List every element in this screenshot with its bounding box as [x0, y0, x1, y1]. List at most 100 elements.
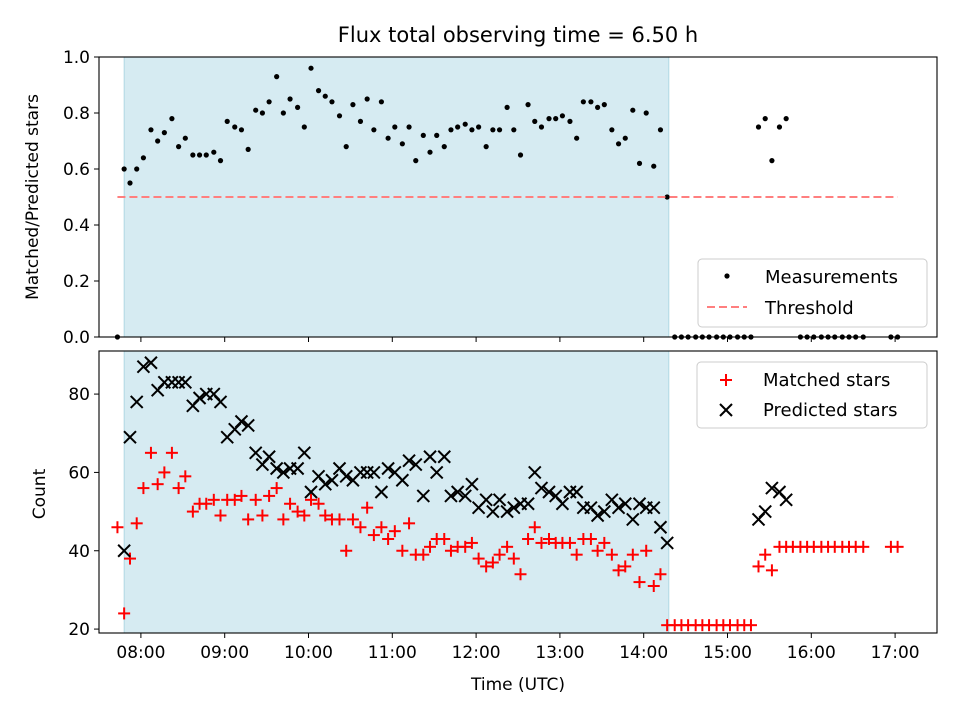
y-tick-label: 60: [68, 463, 90, 483]
predicted-stars-point: [647, 500, 661, 515]
measurements-point: [511, 127, 517, 133]
predicted-stars-point: [500, 504, 514, 519]
matched-stars-point: [242, 513, 255, 526]
measurements-point: [588, 99, 594, 105]
measurements-point: [322, 93, 328, 99]
measurements-point: [392, 124, 398, 130]
bottom-data-marks: [111, 356, 904, 632]
predicted-stars-point: [192, 391, 207, 405]
measurements-point: [538, 124, 545, 130]
matched-stars-point: [501, 540, 514, 553]
matched-stars-point: [144, 446, 157, 459]
matched-stars-point: [403, 517, 416, 530]
measurements-point: [559, 113, 566, 119]
predicted-stars-point: [402, 453, 416, 468]
x-axis-label: Time (UTC): [470, 675, 565, 695]
matched-stars-point: [598, 536, 611, 549]
matched-stars-point: [346, 513, 359, 526]
legend-measurements-label: Measurements: [765, 267, 898, 288]
y-tick-label: 0.8: [63, 104, 90, 124]
matched-stars-point: [647, 580, 660, 592]
predicted-stars-point: [374, 485, 389, 499]
matched-stars-point: [367, 529, 380, 542]
measurements-point: [329, 99, 335, 105]
measurements-point: [155, 138, 161, 144]
measurements-point: [601, 102, 607, 108]
matched-stars-point: [752, 560, 765, 573]
matched-stars-point: [200, 497, 213, 510]
x-tick-label: 11:00: [368, 643, 417, 663]
measurements-point: [140, 155, 147, 161]
predicted-stars-point: [130, 395, 144, 409]
top-legend: Measurements Threshold: [697, 258, 928, 328]
matched-stars-point: [312, 497, 325, 510]
matched-stars-point: [480, 560, 493, 573]
measurements-point: [441, 144, 447, 150]
predicted-stars-point: [117, 544, 131, 558]
x-tick-label: 15:00: [703, 643, 752, 663]
predicted-stars-point: [262, 450, 276, 464]
predicted-stars-point: [409, 457, 423, 472]
measurements-point: [413, 158, 419, 164]
matched-stars-point: [744, 619, 757, 632]
y-tick-label: 0.2: [63, 272, 90, 292]
legend-predicted-marker: [719, 403, 733, 417]
matched-stars-point: [172, 482, 185, 495]
measurements-point: [622, 135, 628, 141]
predicted-stars-point: [367, 465, 381, 480]
bottom-legend-box: [696, 361, 928, 429]
measurements-point: [517, 152, 524, 158]
predicted-stars-point: [465, 477, 479, 491]
measurements-point: [762, 116, 768, 122]
bottom-axis-ticks: 08:00 09:00 10:00 11:00 12:00 13:00 14:00 15:00…: [68, 385, 919, 663]
measurements-point: [274, 74, 280, 80]
matched-stars-point: [228, 493, 241, 506]
measurements-point: [651, 163, 657, 169]
matched-stars-point: [151, 478, 164, 491]
matched-stars-point: [124, 552, 137, 565]
y-tick-label: 0.4: [63, 216, 90, 236]
measurements-point: [336, 113, 343, 119]
predicted-stars-point: [758, 504, 772, 519]
measurements-point: [525, 102, 531, 108]
matched-stars-point: [535, 536, 548, 549]
x-tick-label: 13:00: [535, 643, 584, 663]
legend-threshold-label: Threshold: [764, 298, 854, 319]
measurements-point: [232, 124, 238, 130]
matched-stars-point: [891, 540, 904, 553]
matched-stars-point: [605, 548, 618, 561]
predicted-stars-point: [269, 461, 284, 476]
matched-stars-point: [235, 489, 248, 502]
top-axis-ticks: 0.0 0.2 0.4 0.6 0.8 1.0: [63, 48, 896, 348]
predicted-stars-point: [276, 465, 291, 480]
predicted-stars-point: [611, 500, 626, 515]
measurements-point: [434, 132, 440, 138]
measurements-point: [161, 130, 167, 136]
predicted-stars-point: [779, 493, 793, 507]
chart-title: Flux total observing time = 6.50 h: [338, 23, 698, 47]
legend-matched-marker: [720, 374, 732, 386]
predicted-stars-point: [618, 497, 632, 511]
measurements-point: [266, 99, 272, 105]
matched-stars-point: [270, 482, 283, 495]
matched-stars-point: [759, 548, 772, 561]
measurements-point: [357, 118, 364, 124]
predicted-stars-point: [555, 497, 570, 511]
top-panel: 0.0 0.2 0.4 0.6 0.8 1.0 Flux total observing …: [23, 23, 938, 348]
measurements-point: [755, 124, 762, 130]
y-tick-label: 0.0: [63, 328, 90, 348]
measurements-point: [483, 144, 489, 150]
measurements-point: [399, 141, 405, 147]
measurements-point: [580, 99, 586, 105]
measurements-point: [636, 160, 643, 166]
predicted-stars-point: [507, 500, 521, 515]
matched-stars-point: [507, 552, 520, 565]
matched-stars-point: [591, 544, 604, 557]
matched-stars-point: [765, 564, 778, 577]
matched-stars-point: [633, 576, 646, 589]
legend-matched-label: Matched stars: [763, 370, 890, 391]
predicted-stars-point: [339, 469, 353, 484]
matched-stars-point: [444, 544, 457, 557]
measurements-point: [315, 88, 322, 94]
matched-stars-point: [382, 533, 395, 545]
